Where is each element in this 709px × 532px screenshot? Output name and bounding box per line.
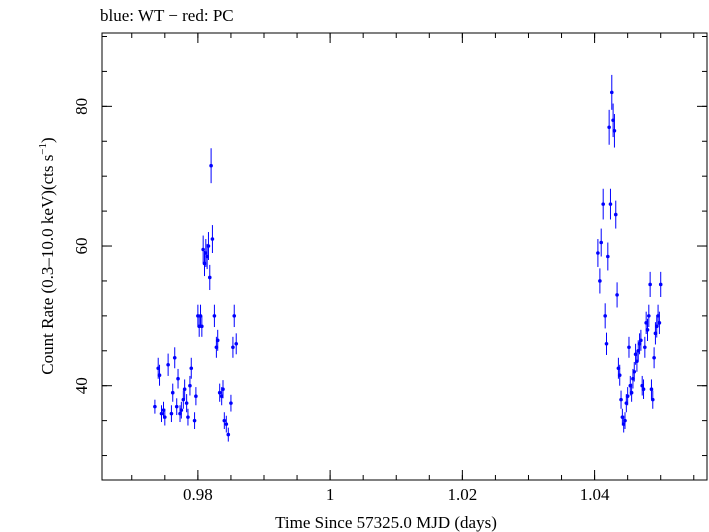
y-tick-label: 80 bbox=[72, 98, 91, 115]
data-point bbox=[625, 394, 630, 398]
data-point bbox=[207, 275, 212, 280]
data-point bbox=[157, 373, 162, 378]
data-point bbox=[210, 237, 215, 241]
data-point bbox=[188, 383, 192, 388]
data-point bbox=[603, 314, 607, 318]
data-point bbox=[221, 387, 225, 392]
data-point bbox=[169, 411, 174, 416]
data-point bbox=[617, 373, 622, 378]
data-point bbox=[179, 408, 184, 412]
data-point bbox=[604, 342, 609, 346]
plot-frame bbox=[101, 32, 708, 481]
data-point bbox=[648, 282, 652, 287]
data-point bbox=[609, 90, 614, 95]
data-point bbox=[217, 390, 222, 395]
y-tick-label: 40 bbox=[72, 377, 91, 394]
data-point bbox=[182, 387, 187, 392]
data-point bbox=[606, 254, 610, 259]
x-axis-label: Time Since 57325.0 MJD (days) bbox=[275, 513, 497, 532]
data-point bbox=[172, 355, 177, 360]
data-point bbox=[163, 415, 167, 419]
y-axis-label: Count Rate (0.3–10.0 keV)(cts s−1) bbox=[37, 137, 57, 374]
data-point bbox=[186, 415, 190, 419]
data-point bbox=[201, 247, 205, 252]
data-point bbox=[632, 369, 637, 374]
data-point bbox=[608, 202, 613, 206]
data-point bbox=[598, 279, 602, 283]
data-point bbox=[166, 362, 170, 367]
data-point bbox=[206, 244, 211, 248]
data-point bbox=[192, 418, 197, 423]
y-axis-label-exponent: −1 bbox=[37, 143, 49, 155]
data-point bbox=[647, 314, 651, 318]
data-point bbox=[623, 418, 627, 423]
data-point bbox=[658, 282, 663, 287]
data-point bbox=[619, 397, 623, 402]
y-tick-label: 60 bbox=[72, 238, 91, 255]
data-point bbox=[234, 342, 239, 346]
data-point bbox=[224, 422, 229, 426]
data-point bbox=[641, 387, 646, 392]
data-point bbox=[229, 401, 233, 405]
x-tick-label: 1.02 bbox=[447, 485, 477, 504]
data-point bbox=[639, 338, 643, 343]
data-point bbox=[652, 355, 656, 360]
data-point bbox=[170, 390, 175, 395]
data-point bbox=[194, 394, 198, 398]
y-axis-label-close: ) bbox=[38, 137, 57, 143]
data-points bbox=[153, 74, 663, 442]
data-point bbox=[613, 212, 618, 217]
data-point bbox=[645, 328, 650, 332]
data-point bbox=[189, 366, 194, 371]
data-point bbox=[184, 401, 189, 405]
data-point bbox=[643, 345, 647, 350]
x-tick-label: 0.98 bbox=[183, 485, 213, 504]
axis-tick-labels: 0.98 1 1.02 1.04 40 60 80 bbox=[72, 98, 610, 504]
data-point bbox=[200, 324, 204, 329]
data-point bbox=[596, 251, 600, 255]
data-point bbox=[174, 404, 179, 409]
data-point bbox=[226, 432, 231, 437]
data-point bbox=[599, 240, 604, 245]
data-point bbox=[615, 293, 619, 297]
data-point bbox=[629, 390, 634, 395]
data-point bbox=[649, 387, 654, 392]
data-point bbox=[601, 202, 605, 206]
axis-ticks bbox=[102, 33, 707, 480]
data-point bbox=[627, 345, 631, 350]
chart-title: blue: WT − red: PC bbox=[100, 6, 234, 25]
data-point bbox=[607, 125, 611, 130]
data-point bbox=[153, 404, 157, 409]
y-axis-label-main: Count Rate (0.3–10.0 keV)(cts s bbox=[38, 155, 57, 375]
data-point bbox=[612, 128, 617, 133]
data-point bbox=[209, 163, 213, 168]
data-point bbox=[650, 397, 655, 402]
data-point bbox=[212, 314, 217, 318]
data-point bbox=[657, 321, 662, 325]
data-point bbox=[222, 418, 227, 423]
data-point bbox=[176, 376, 180, 381]
data-point bbox=[215, 338, 220, 343]
data-point bbox=[159, 411, 164, 416]
x-tick-label: 1.04 bbox=[580, 485, 610, 504]
data-point bbox=[232, 314, 237, 318]
x-tick-label: 1 bbox=[326, 485, 335, 504]
data-point bbox=[231, 345, 235, 350]
